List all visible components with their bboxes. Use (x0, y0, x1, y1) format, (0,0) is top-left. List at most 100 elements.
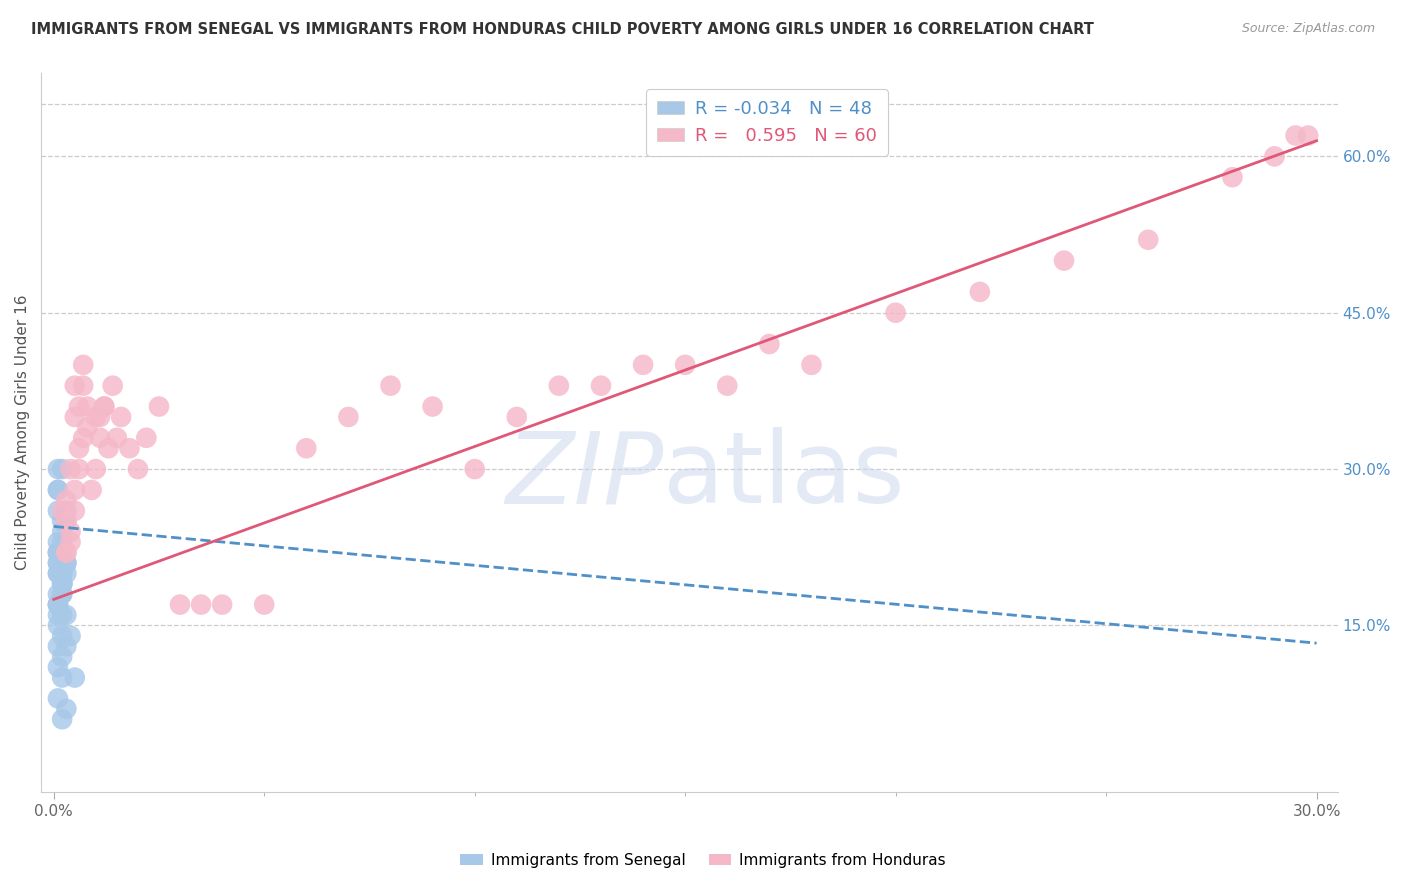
Text: IMMIGRANTS FROM SENEGAL VS IMMIGRANTS FROM HONDURAS CHILD POVERTY AMONG GIRLS UN: IMMIGRANTS FROM SENEGAL VS IMMIGRANTS FR… (31, 22, 1094, 37)
Point (46, 598, 69, 612)
Point (55, 493, 77, 508)
Point (110, 409, 132, 424)
Point (422, 400, 444, 414)
Point (631, 358, 654, 372)
Point (46, 640, 69, 654)
Point (46, 556, 69, 570)
Legend: R = -0.034   N = 48, R =   0.595   N = 60: R = -0.034 N = 48, R = 0.595 N = 60 (647, 89, 889, 156)
Point (46, 556, 69, 570)
Point (589, 378, 612, 392)
Point (67, 400, 90, 414)
Point (55, 545, 77, 559)
Point (46, 545, 69, 559)
Point (46, 535, 69, 549)
Point (55, 556, 77, 570)
Point (51, 514, 73, 528)
Point (93, 400, 115, 414)
Point (506, 409, 529, 424)
Point (55, 504, 77, 518)
Point (55, 607, 77, 622)
Point (464, 462, 486, 476)
Point (67, 442, 90, 456)
Point (101, 378, 124, 392)
Text: ZIP: ZIP (505, 427, 664, 524)
Point (758, 337, 780, 351)
Point (51, 629, 73, 643)
Point (59, 535, 82, 549)
Point (46, 483, 69, 497)
Point (51, 587, 73, 601)
Point (89, 431, 111, 445)
Point (46, 598, 69, 612)
Point (1284, 128, 1306, 143)
Text: atlas: atlas (664, 427, 905, 524)
Point (46, 598, 69, 612)
Point (46, 566, 69, 581)
Point (51, 712, 73, 726)
Point (72, 378, 94, 392)
Point (51, 587, 73, 601)
Text: Source: ZipAtlas.com: Source: ZipAtlas.com (1241, 22, 1375, 36)
Point (51, 504, 73, 518)
Point (55, 566, 77, 581)
Point (716, 378, 738, 392)
Point (1296, 128, 1319, 143)
Point (51, 576, 73, 591)
Point (295, 442, 318, 456)
Point (253, 598, 276, 612)
Point (67, 462, 90, 476)
Point (51, 524, 73, 539)
Point (55, 514, 77, 528)
Point (55, 702, 77, 716)
Point (51, 576, 73, 591)
Point (63, 671, 86, 685)
Point (46, 545, 69, 559)
Point (97, 442, 120, 456)
Legend: Immigrants from Senegal, Immigrants from Honduras: Immigrants from Senegal, Immigrants from… (454, 847, 952, 873)
Point (211, 598, 233, 612)
Point (63, 483, 86, 497)
Point (55, 545, 77, 559)
Point (1053, 253, 1076, 268)
Point (84, 462, 107, 476)
Point (46, 462, 69, 476)
Point (51, 566, 73, 581)
Point (190, 598, 212, 612)
Point (51, 671, 73, 685)
Point (118, 442, 141, 456)
Point (46, 483, 69, 497)
Y-axis label: Child Poverty Among Girls Under 16: Child Poverty Among Girls Under 16 (15, 295, 30, 570)
Point (59, 462, 82, 476)
Point (969, 285, 991, 299)
Point (547, 378, 569, 392)
Point (169, 598, 191, 612)
Point (51, 576, 73, 591)
Point (135, 431, 157, 445)
Point (46, 566, 69, 581)
Point (127, 462, 149, 476)
Point (51, 462, 73, 476)
Point (55, 556, 77, 570)
Point (673, 358, 696, 372)
Point (51, 576, 73, 591)
Point (76, 400, 98, 414)
Point (84, 409, 107, 424)
Point (59, 629, 82, 643)
Point (55, 514, 77, 528)
Point (63, 504, 86, 518)
Point (59, 524, 82, 539)
Point (1263, 149, 1285, 163)
Point (72, 358, 94, 372)
Point (63, 409, 86, 424)
Point (800, 358, 823, 372)
Point (337, 409, 360, 424)
Point (380, 378, 402, 392)
Point (63, 378, 86, 392)
Point (1222, 170, 1244, 185)
Point (46, 587, 69, 601)
Point (46, 545, 69, 559)
Point (51, 566, 73, 581)
Point (80, 483, 103, 497)
Point (1137, 233, 1160, 247)
Point (51, 607, 73, 622)
